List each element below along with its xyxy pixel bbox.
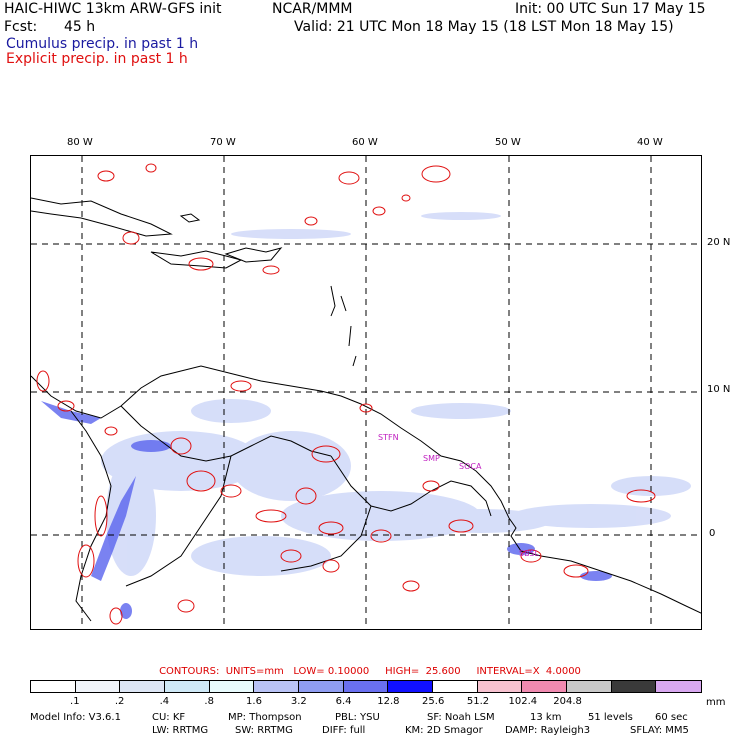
model-title: HAIC-HIWC 13km ARW-GFS init [4,1,222,17]
lon-label-70w: 70 W [210,137,236,148]
colorbar-swatch [209,681,255,692]
footer-levels: 51 levels [588,712,633,723]
colorbar-tick-label: 51.2 [466,696,490,707]
footer-damp: DAMP: Rayleigh3 [505,725,591,736]
colorbar-tick-label: .2 [114,696,125,707]
station-label: SBSL [519,549,540,558]
colorbar-swatch [254,681,300,692]
lon-label-80w: 80 W [67,137,93,148]
explicit-precip-contours [36,163,656,625]
footer-cu: CU: KF [152,712,186,723]
footer-km: KM: 2D Smagor [405,725,483,736]
colorbar-swatch [165,681,210,692]
coastlines [31,197,701,622]
colorbar-swatch [522,681,568,692]
cumulus-precip-core [41,401,612,619]
colorbar-tick-label: 25.6 [422,696,445,707]
footer-sw: SW: RRTMG [235,725,293,736]
colorbar-swatch [388,681,434,692]
precip-map: STFN SMP SOCA SBSL [30,155,702,630]
lat-lon-grid [31,156,701,629]
colorbar-tick-label: .4 [159,696,170,707]
colorbar-tick-label: 3.2 [290,696,307,707]
footer-mp: MP: Thompson [228,712,302,723]
footer-sflay: SFLAY: MM5 [630,725,689,736]
colorbar [30,680,702,693]
colorbar-swatch [433,681,478,692]
lat-label-0: 0 [709,528,716,539]
footer-timestep: 60 sec [655,712,688,723]
colorbar-tick-label: 102.4 [508,696,538,707]
lon-label-50w: 50 W [495,137,521,148]
colorbar-tick-label: .1 [70,696,80,707]
colorbar-unit: mm [706,697,726,708]
footer-sf: SF: Noah LSM [427,712,495,723]
footer-lw: LW: RRTMG [152,725,209,736]
colorbar-tick-label: .8 [204,696,214,707]
fcst-label: Fcst: [4,19,38,35]
fcst-value: 45 h [64,19,96,35]
station-label: SOCA [459,462,482,471]
colorbar-swatch [343,681,389,692]
contours-info: CONTOURS: UNITS=mm LOW= 0.10000 HIGH= 25… [159,666,581,677]
lon-label-40w: 40 W [637,137,663,148]
colorbar-labels: .1 .2 .4 .8 1.6 3.2 6.4 12.8 25.6 51.2 102.4 204.8 [0,696,740,708]
map-canvas: STFN SMP SOCA SBSL [31,156,701,629]
lon-label-60w: 60 W [352,137,378,148]
colorbar-tick-label: 12.8 [377,696,400,707]
colorbar-tick-label: 6.4 [335,696,352,707]
colorbar-swatch [477,681,523,692]
colorbar-swatch [31,681,76,692]
footer-pbl: PBL: YSU [335,712,380,723]
colorbar-tick-label: 1.6 [246,696,262,707]
station-label: SMP [423,454,440,463]
lat-label-20n: 20 N [707,237,731,248]
cumulus-field-label: Cumulus precip. in past 1 h [6,36,199,52]
lat-label-10n: 10 N [707,384,731,395]
footer-resolution: 13 km [530,712,562,723]
colorbar-swatch [75,681,121,692]
init-time: Init: 00 UTC Sun 17 May 15 [515,1,706,17]
colorbar-swatch [299,681,344,692]
explicit-field-label: Explicit precip. in past 1 h [6,51,188,67]
colorbar-swatch [656,681,702,692]
colorbar-swatch [567,681,612,692]
station-label: STFN [378,433,399,442]
colorbar-swatch [611,681,657,692]
footer-model-info: Model Info: V3.6.1 [30,712,121,723]
footer-diff: DIFF: full [322,725,366,736]
colorbar-swatch [120,681,166,692]
valid-time: Valid: 21 UTC Mon 18 May 15 (18 LST Mon … [294,19,674,35]
org-label: NCAR/MMM [272,1,353,17]
colorbar-tick-label: 204.8 [553,696,582,707]
